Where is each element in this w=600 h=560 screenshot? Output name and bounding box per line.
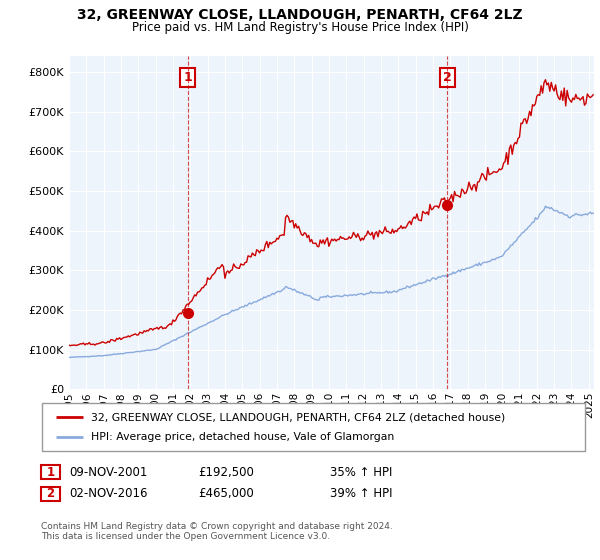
- Text: 32, GREENWAY CLOSE, LLANDOUGH, PENARTH, CF64 2LZ: 32, GREENWAY CLOSE, LLANDOUGH, PENARTH, …: [77, 8, 523, 22]
- Text: 2: 2: [443, 71, 452, 84]
- Text: 35% ↑ HPI: 35% ↑ HPI: [330, 465, 392, 479]
- Text: Price paid vs. HM Land Registry's House Price Index (HPI): Price paid vs. HM Land Registry's House …: [131, 21, 469, 34]
- Text: 39% ↑ HPI: 39% ↑ HPI: [330, 487, 392, 501]
- Text: 32, GREENWAY CLOSE, LLANDOUGH, PENARTH, CF64 2LZ (detached house): 32, GREENWAY CLOSE, LLANDOUGH, PENARTH, …: [91, 413, 505, 422]
- Text: 1: 1: [46, 465, 55, 479]
- Text: £192,500: £192,500: [198, 465, 254, 479]
- Text: 02-NOV-2016: 02-NOV-2016: [69, 487, 148, 501]
- FancyBboxPatch shape: [42, 403, 585, 451]
- Text: 09-NOV-2001: 09-NOV-2001: [69, 465, 148, 479]
- Text: £465,000: £465,000: [198, 487, 254, 501]
- Text: HPI: Average price, detached house, Vale of Glamorgan: HPI: Average price, detached house, Vale…: [91, 432, 394, 442]
- Text: 1: 1: [184, 71, 192, 84]
- Text: Contains HM Land Registry data © Crown copyright and database right 2024.
This d: Contains HM Land Registry data © Crown c…: [41, 522, 392, 542]
- Text: 2: 2: [46, 487, 55, 501]
